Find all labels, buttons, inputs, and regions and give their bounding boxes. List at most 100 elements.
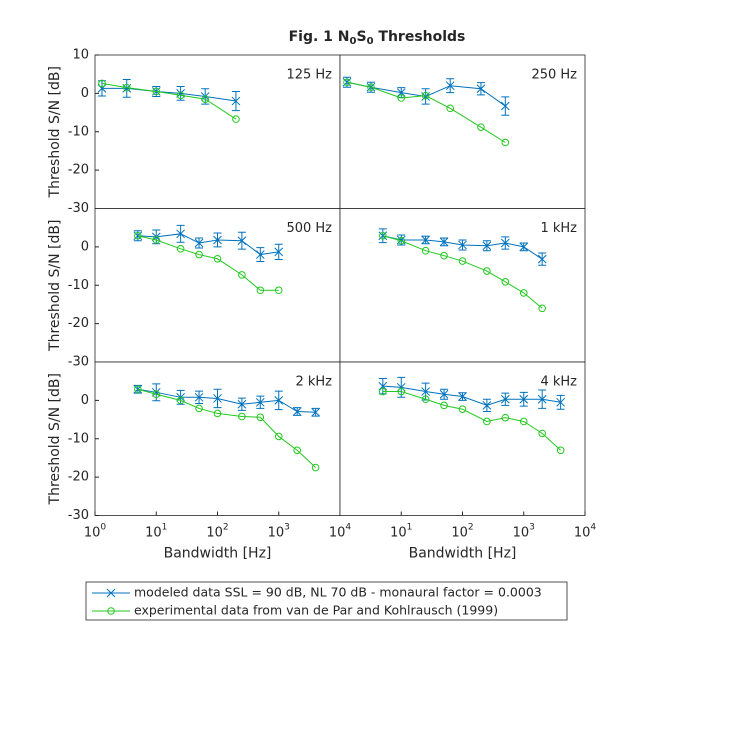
- x-tick-exp: 2: [223, 522, 229, 532]
- series-line: [101, 82, 237, 120]
- panel-label: 125 Hz: [286, 68, 332, 83]
- marker: [421, 235, 430, 245]
- marker: [311, 407, 320, 417]
- marker: [440, 251, 448, 260]
- marker: [311, 463, 320, 472]
- x-tick-base: 10: [574, 525, 591, 540]
- marker: [176, 244, 185, 253]
- y-tick-label: -30: [68, 508, 89, 523]
- x-axis-label: Bandwidth [Hz]: [409, 546, 517, 562]
- marker: [152, 236, 161, 244]
- marker: [152, 87, 161, 96]
- marker: [519, 242, 529, 252]
- marker: [500, 101, 510, 111]
- x-tick-base: 10: [390, 525, 407, 540]
- title-part: S: [356, 29, 366, 45]
- marker: [255, 250, 265, 259]
- marker: [556, 397, 565, 407]
- marker: [519, 394, 529, 404]
- marker: [458, 240, 467, 250]
- x-tick-label: 100: [84, 522, 107, 540]
- x-tick-label: 102: [206, 522, 228, 540]
- series-line: [346, 81, 506, 143]
- y-tick-label: -20: [68, 470, 89, 485]
- marker: [237, 399, 247, 409]
- marker: [440, 401, 448, 410]
- marker: [274, 396, 284, 405]
- y-tick-label: -10: [68, 278, 89, 293]
- marker: [238, 412, 246, 421]
- y-tick-label: 0: [81, 393, 89, 408]
- marker: [483, 417, 491, 426]
- marker: [537, 394, 547, 404]
- title-part: Thresholds: [374, 29, 466, 45]
- x-tick-base: 10: [268, 525, 285, 540]
- marker: [134, 231, 142, 240]
- marker: [458, 392, 467, 401]
- marker: [194, 238, 204, 248]
- marker: [232, 115, 240, 123]
- marker: [500, 238, 510, 248]
- series-line: [137, 388, 316, 468]
- marker: [274, 247, 284, 257]
- x-tick-base: 10: [145, 525, 162, 540]
- marker: [421, 246, 430, 255]
- y-axis-label: Threshold S/N [dB]: [47, 66, 63, 198]
- panel-label: 4 kHz: [540, 375, 577, 390]
- x-tick-base: 10: [329, 525, 346, 540]
- plot-area: [94, 54, 341, 209]
- marker: [421, 395, 430, 404]
- x-tick-base: 10: [451, 525, 468, 540]
- marker: [256, 286, 265, 295]
- marker: [367, 83, 375, 92]
- marker: [274, 432, 283, 441]
- title-part: Fig. 1 N: [289, 29, 350, 45]
- legend-box: [85, 581, 568, 621]
- marker: [476, 84, 486, 94]
- y-tick-label: 0: [81, 86, 89, 101]
- x-tick-label: 104: [574, 522, 597, 540]
- marker: [152, 390, 161, 399]
- panel-label: 2 kHz: [295, 375, 332, 390]
- y-tick-label: -20: [68, 163, 89, 178]
- x-tick-base: 10: [206, 525, 223, 540]
- marker: [538, 429, 546, 438]
- marker: [343, 78, 351, 87]
- marker: [501, 277, 510, 286]
- marker: [519, 289, 528, 297]
- series-line: [382, 391, 561, 451]
- x-tick-label: 101: [145, 522, 167, 540]
- marker: [421, 91, 430, 100]
- y-tick-label: 10: [72, 48, 89, 63]
- marker: [293, 446, 301, 455]
- marker: [446, 104, 455, 113]
- marker: [213, 254, 222, 263]
- x-tick-exp: 4: [345, 522, 351, 532]
- marker: [255, 397, 265, 407]
- marker: [439, 237, 449, 247]
- marker: [134, 385, 142, 394]
- x-tick-label: 103: [513, 522, 535, 540]
- x-tick-base: 10: [84, 525, 101, 540]
- marker: [482, 401, 492, 410]
- marker: [397, 94, 406, 102]
- marker: [519, 417, 528, 426]
- y-tick-label: -10: [68, 431, 89, 446]
- y-tick-label: -30: [68, 201, 89, 216]
- marker: [501, 138, 510, 147]
- marker: [176, 91, 185, 100]
- marker: [445, 81, 455, 91]
- y-axis-label: Threshold S/N [dB]: [47, 220, 63, 352]
- marker: [397, 236, 406, 245]
- legend-label: experimental data from van de Par and Ko…: [134, 603, 498, 618]
- x-tick-label: 101: [390, 522, 412, 540]
- marker: [106, 588, 116, 598]
- marker: [538, 304, 546, 313]
- marker: [195, 404, 203, 413]
- marker: [213, 394, 222, 403]
- marker: [379, 387, 387, 396]
- marker: [483, 267, 491, 275]
- marker: [292, 407, 302, 416]
- series-line: [137, 235, 279, 291]
- series-line: [382, 235, 543, 309]
